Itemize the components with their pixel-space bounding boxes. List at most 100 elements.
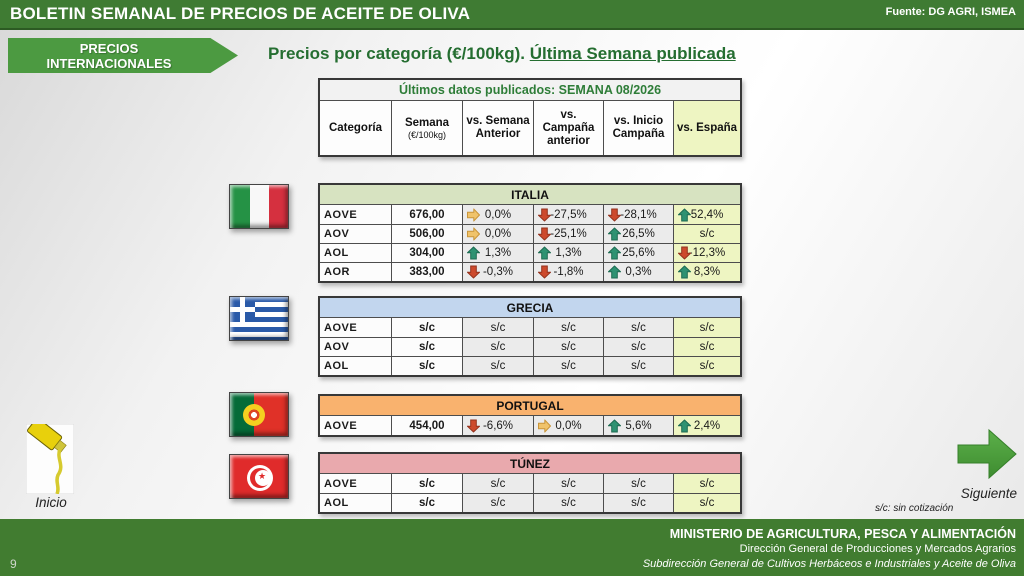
page-title: Precios por categoría (€/100kg). Última …	[268, 44, 736, 64]
change-value: s/c	[699, 497, 715, 509]
week-price-cell: 506,00	[392, 225, 463, 243]
up-arrow-icon	[608, 246, 621, 260]
down-arrow-icon	[467, 265, 480, 279]
section-badge: PRECIOS INTERNACIONALES	[8, 38, 238, 73]
change-value: -12,3%	[688, 247, 726, 259]
change-cell: 0,0%	[463, 205, 534, 224]
portugal-flag-icon	[229, 392, 289, 437]
change-cell: s/c	[674, 357, 740, 375]
change-cell: 52,4%	[674, 205, 740, 224]
change-cell: s/c	[604, 494, 674, 512]
flat-arrow-icon	[538, 419, 551, 432]
change-value: 2,4%	[693, 419, 721, 432]
change-cell: 8,3%	[674, 263, 740, 281]
down-arrow-icon	[538, 265, 551, 279]
change-value: 26,5%	[622, 228, 655, 240]
change-cell: s/c	[604, 318, 674, 337]
change-cell: -0,3%	[463, 263, 534, 281]
change-cell: -6,6%	[463, 416, 534, 435]
change-cell: 1,3%	[534, 244, 604, 262]
change-value: s/c	[561, 477, 576, 490]
category-cell: AOVE	[320, 205, 392, 224]
down-arrow-icon	[678, 246, 691, 260]
tunisia-flag-crescent	[250, 467, 271, 488]
change-value: s/c	[490, 477, 506, 490]
table-row: AOL s/c s/c s/c s/c s/c	[320, 493, 740, 512]
country-name-header: GRECIA	[320, 298, 740, 318]
flat-arrow-icon	[467, 208, 480, 221]
week-price-cell: s/c	[392, 474, 463, 493]
change-value: s/c	[699, 341, 715, 353]
inicio-label[interactable]: Inicio	[35, 495, 67, 510]
change-cell: -12,3%	[674, 244, 740, 262]
change-value: s/c	[490, 360, 506, 372]
col-semana-label: Semana	[404, 116, 450, 129]
down-arrow-icon	[467, 419, 480, 432]
direction-line: Dirección General de Producciones y Merc…	[739, 543, 1016, 555]
inicio-button[interactable]	[25, 417, 75, 499]
footnote: s/c: sin cotización	[875, 503, 954, 514]
portugal-flag-emblem	[243, 404, 265, 426]
up-arrow-icon	[538, 246, 551, 260]
table-row: AOL 304,00 1,3% 1,3% 25,6% -12,3%	[320, 243, 740, 262]
change-cell: s/c	[463, 474, 534, 493]
week-price-cell: 454,00	[392, 416, 463, 435]
category-cell: AOVE	[320, 416, 392, 435]
table-row: AOVE 676,00 0,0% -27,5% -28,1% 52,4%	[320, 205, 740, 224]
flat-arrow-icon	[467, 227, 480, 241]
column-headers: Categoría Semana (€/100kg) vs. Semana Ant…	[320, 101, 740, 155]
change-value: s/c	[561, 321, 576, 334]
col-semana: Semana (€/100kg)	[392, 101, 463, 155]
siguiente-button[interactable]	[956, 427, 1018, 487]
table-row: AOV 506,00 0,0% -25,1% 26,5% s/c	[320, 224, 740, 243]
week-price-cell: 304,00	[392, 244, 463, 262]
change-value: s/c	[490, 497, 506, 509]
change-cell: 5,6%	[604, 416, 674, 435]
tunisia-flag-star: ★	[258, 471, 267, 481]
change-value: s/c	[631, 477, 646, 490]
col-semana-unit: (€/100kg)	[407, 129, 447, 140]
category-cell: AOV	[320, 338, 392, 356]
up-arrow-icon	[467, 246, 480, 260]
change-cell: s/c	[674, 474, 740, 493]
change-value: s/c	[561, 341, 576, 353]
bulletin-title: BOLETIN SEMANAL DE PRECIOS DE ACEITE DE …	[10, 4, 471, 23]
change-value: s/c	[561, 497, 576, 509]
published-week-header: Últimos datos publicados: SEMANA 08/2026	[320, 80, 740, 101]
change-cell: s/c	[463, 338, 534, 356]
up-arrow-icon	[608, 227, 621, 241]
change-cell: s/c	[534, 474, 604, 493]
change-value: s/c	[699, 321, 715, 334]
change-cell: 0,0%	[463, 225, 534, 243]
down-arrow-icon	[608, 208, 621, 221]
week-price-cell: s/c	[392, 357, 463, 375]
subdirection-line: Subdirección General de Cultivos Herbáce…	[642, 558, 1016, 570]
change-value: 8,3%	[693, 266, 721, 278]
change-cell: s/c	[534, 357, 604, 375]
change-value: 0,3%	[625, 266, 652, 278]
country-name-header: TÚNEZ	[320, 454, 740, 474]
change-value: 1,3%	[484, 247, 512, 259]
col-categoria: Categoría	[320, 101, 392, 155]
change-value: s/c	[631, 321, 646, 334]
category-cell: AOR	[320, 263, 392, 281]
grecia-table: GRECIA AOVE s/c s/c s/c s/c s/c AOV s/c s/c s/c s/…	[318, 296, 742, 377]
change-cell: 2,4%	[674, 416, 740, 435]
week-price-cell: s/c	[392, 338, 463, 356]
table-row: AOR 383,00 -0,3% -1,8% 0,3% 8,3%	[320, 262, 740, 281]
ministry-line: MINISTERIO DE AGRICULTURA, PESCA Y ALIME…	[669, 527, 1016, 541]
page-number: 9	[10, 557, 17, 571]
category-cell: AOVE	[320, 474, 392, 493]
category-cell: AOL	[320, 494, 392, 512]
change-value: s/c	[631, 497, 646, 509]
change-cell: s/c	[534, 494, 604, 512]
italia-table: ITALIA AOVE 676,00 0,0% -27,5% -28,1% 52,4% AO…	[318, 183, 742, 283]
change-value: s/c	[699, 477, 715, 490]
portugal-table: PORTUGAL AOVE 454,00 -6,6% 0,0% 5,6% 2,4%	[318, 394, 742, 437]
category-cell: AOL	[320, 244, 392, 262]
change-value: s/c	[561, 360, 576, 372]
week-price-cell: s/c	[392, 494, 463, 512]
siguiente-label[interactable]: Siguiente	[960, 486, 1017, 501]
change-value: 1,3%	[555, 247, 582, 259]
